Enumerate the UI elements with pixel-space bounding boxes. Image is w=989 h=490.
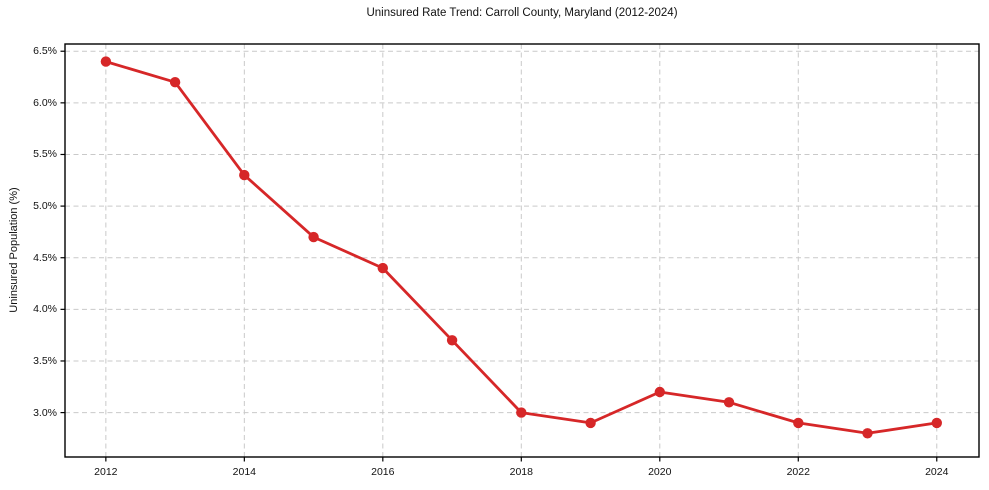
x-tick-label-2012: 2012 — [94, 466, 118, 478]
data-point-2019 — [585, 417, 596, 429]
y-axis-label: Uninsured Population (%) — [8, 187, 20, 313]
data-point-2020 — [654, 386, 665, 398]
y-tick-label-3.0pct: 3.0% — [33, 406, 57, 419]
x-tick-label-2018: 2018 — [509, 466, 533, 478]
y-tick-label-4.5pct: 4.5% — [33, 251, 57, 264]
data-point-2021 — [723, 397, 735, 408]
x-tick-label-2022: 2022 — [786, 466, 810, 478]
y-tick-label-6.0pct: 6.0% — [33, 96, 57, 109]
data-point-2016 — [377, 262, 388, 274]
data-point-2012 — [100, 56, 112, 67]
data-point-2013 — [169, 77, 181, 88]
y-tick-label-5.0pct: 5.0% — [33, 200, 57, 213]
data-point-2017 — [446, 335, 458, 346]
y-tick-label-5.5pct: 5.5% — [33, 148, 57, 161]
y-tick-label-3.5pct: 3.5% — [33, 354, 57, 367]
axis-frame — [64, 43, 980, 458]
data-point-2014 — [239, 169, 250, 181]
data-point-2024 — [931, 417, 942, 429]
data-point-2023 — [862, 428, 873, 439]
chart-title: Uninsured Rate Trend: Carroll County, Ma… — [366, 7, 678, 19]
x-tick-label-2020: 2020 — [648, 466, 672, 478]
y-tick-label-6.5pct: 6.5% — [33, 45, 57, 58]
data-point-2018 — [516, 407, 527, 418]
x-tick-label-2014: 2014 — [232, 466, 256, 478]
data-point-2022 — [793, 417, 804, 429]
x-tick-label-2024: 2024 — [925, 466, 949, 478]
y-tick-label-4.0pct: 4.0% — [33, 303, 57, 316]
x-tick-label-2016: 2016 — [371, 466, 395, 478]
data-point-2015 — [308, 231, 319, 243]
